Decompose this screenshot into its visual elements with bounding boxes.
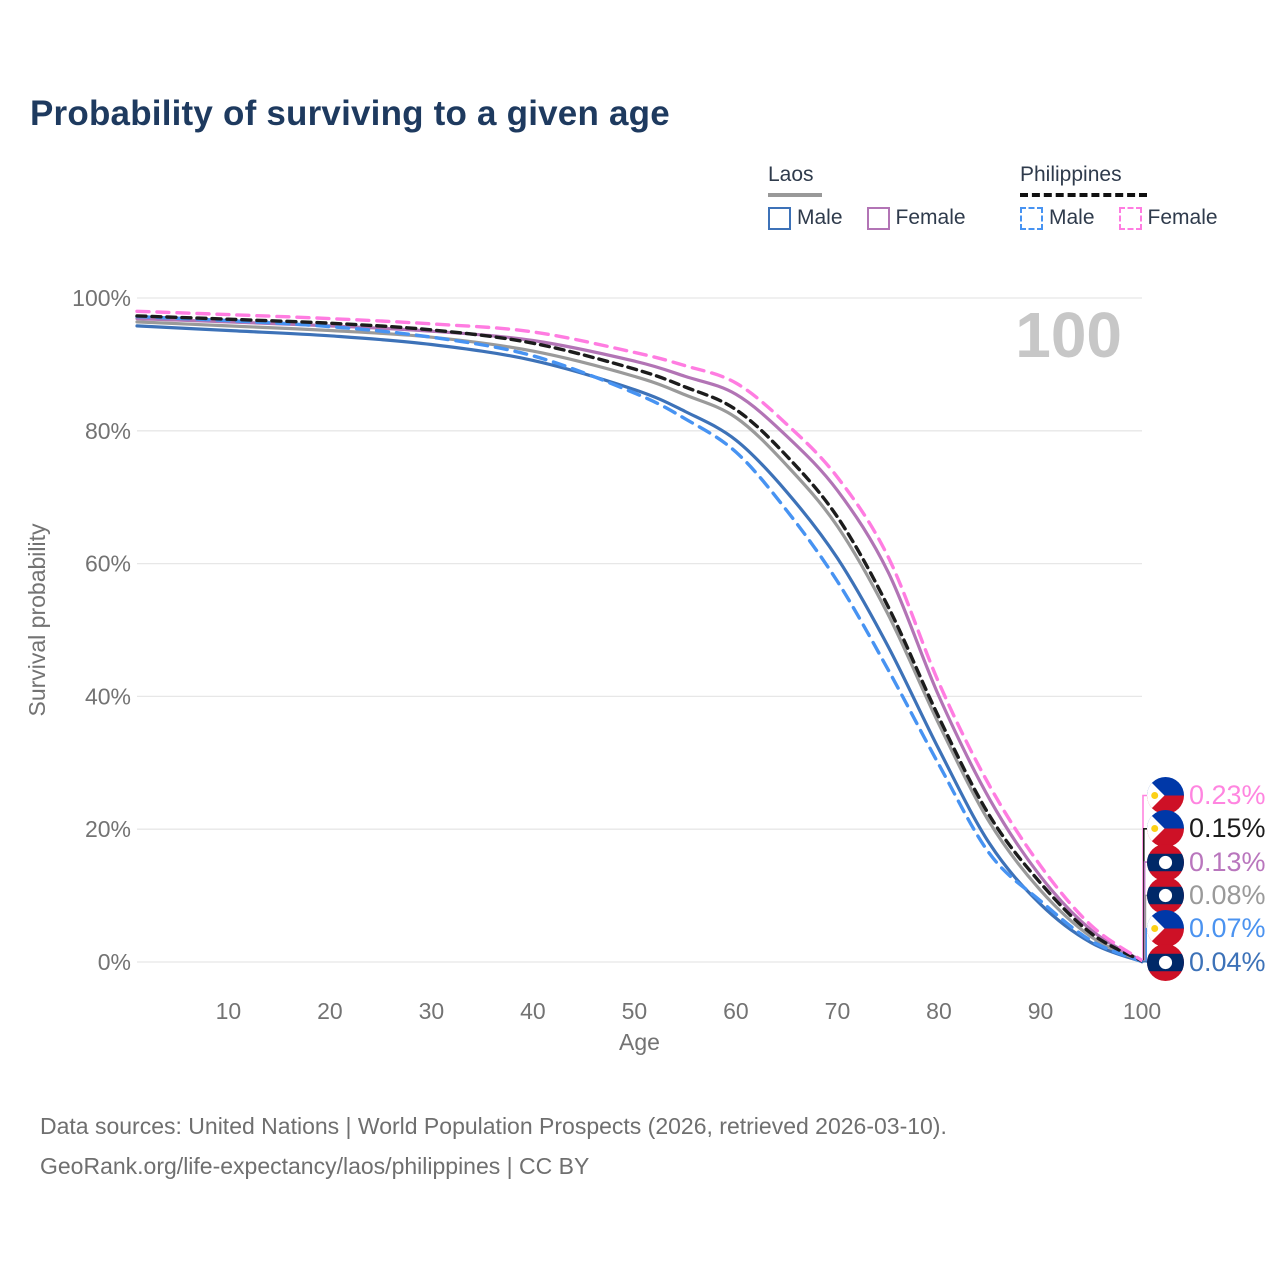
end-label-row-philippines-total: 0.15% [1147,810,1266,848]
legend-item-label: Female [1147,206,1218,229]
legend-swatch-philippines-male[interactable] [1020,206,1043,230]
end-label-row-philippines-female: 0.23% [1147,777,1266,814]
y-tick-label: 100% [72,285,131,311]
y-axis-title: Survival probability [24,523,50,717]
x-tick-label: 80 [926,998,952,1024]
x-tick-label: 70 [825,998,851,1024]
x-tick-label: 30 [419,998,445,1024]
legend-item-laos-male[interactable]: Male [768,206,843,230]
legend-item-philippines-male[interactable]: Male [1020,206,1095,230]
end-value-label: 0.13% [1189,846,1266,877]
legend-group-laos: Laos Male Female [768,163,966,230]
legend-item-label: Male [797,206,843,229]
y-tick-label: 80% [85,418,131,444]
end-value-label: 0.08% [1189,879,1266,910]
footer: Data sources: United Nations | World Pop… [40,1106,947,1186]
y-tick-label: 20% [85,816,131,842]
series-line-philippines-total [135,314,1144,963]
x-tick-label: 50 [622,998,648,1024]
age-watermark: 100 [1015,299,1122,371]
y-tick-label: 40% [85,683,131,709]
philippines-flag-icon [1147,777,1184,814]
legend-swatch-philippines-female[interactable] [1118,206,1142,230]
end-label-row-philippines-male: 0.07% [1147,910,1266,948]
x-tick-label: 20 [317,998,343,1024]
y-tick-label: 60% [85,551,131,577]
laos-flag-icon [1147,876,1184,914]
laos-flag-icon [1147,943,1184,981]
legend-country-label: Philippines [1020,163,1122,186]
laos-flag-icon [1147,843,1184,881]
end-value-label: 0.07% [1189,913,1266,944]
end-label-row-laos-male: 0.04% [1147,943,1266,981]
series-line-laos-female [135,317,1144,963]
legend-item-philippines-female[interactable]: Female [1118,206,1218,230]
end-value-label: 0.04% [1189,946,1266,977]
series-line-laos-total [135,320,1144,964]
philippines-flag-icon [1147,810,1184,848]
legend-item-label: Male [1049,206,1095,229]
legend-group-philippines: Philippines Male Female [1020,163,1218,230]
series-line-philippines-female [135,309,1144,963]
philippines-flag-icon [1147,910,1184,948]
page-title: Probability of surviving to a given age [30,94,670,133]
footer-data-sources: Data sources: United Nations | World Pop… [40,1113,947,1139]
legend-philippines-line-sample [1020,193,1147,197]
footer-attribution: GeoRank.org/life-expectancy/laos/philipp… [40,1153,590,1179]
end-value-label: 0.23% [1189,780,1266,810]
legend-item-label: Female [895,206,966,229]
legend-country-label: Laos [768,163,814,186]
legend-laos-line-sample [768,193,822,197]
series-line-philippines-male [135,314,1144,964]
x-axis-title: Age [619,1029,660,1055]
legend-swatch-laos-female[interactable] [866,206,890,230]
x-tick-label: 40 [520,998,546,1024]
end-label-row-laos-female: 0.13% [1147,843,1266,881]
x-tick-label: 90 [1028,998,1054,1024]
x-tick-label: 100 [1123,998,1161,1024]
x-tick-label: 60 [723,998,749,1024]
y-tick-label: 0% [98,949,131,975]
series-line-laos-male [135,324,1144,964]
x-tick-label: 10 [216,998,242,1024]
end-value-label: 0.15% [1189,813,1266,844]
end-label-row-laos-total: 0.08% [1147,876,1266,914]
legend-swatch-laos-male[interactable] [768,206,791,230]
legend-item-laos-female[interactable]: Female [866,206,966,230]
